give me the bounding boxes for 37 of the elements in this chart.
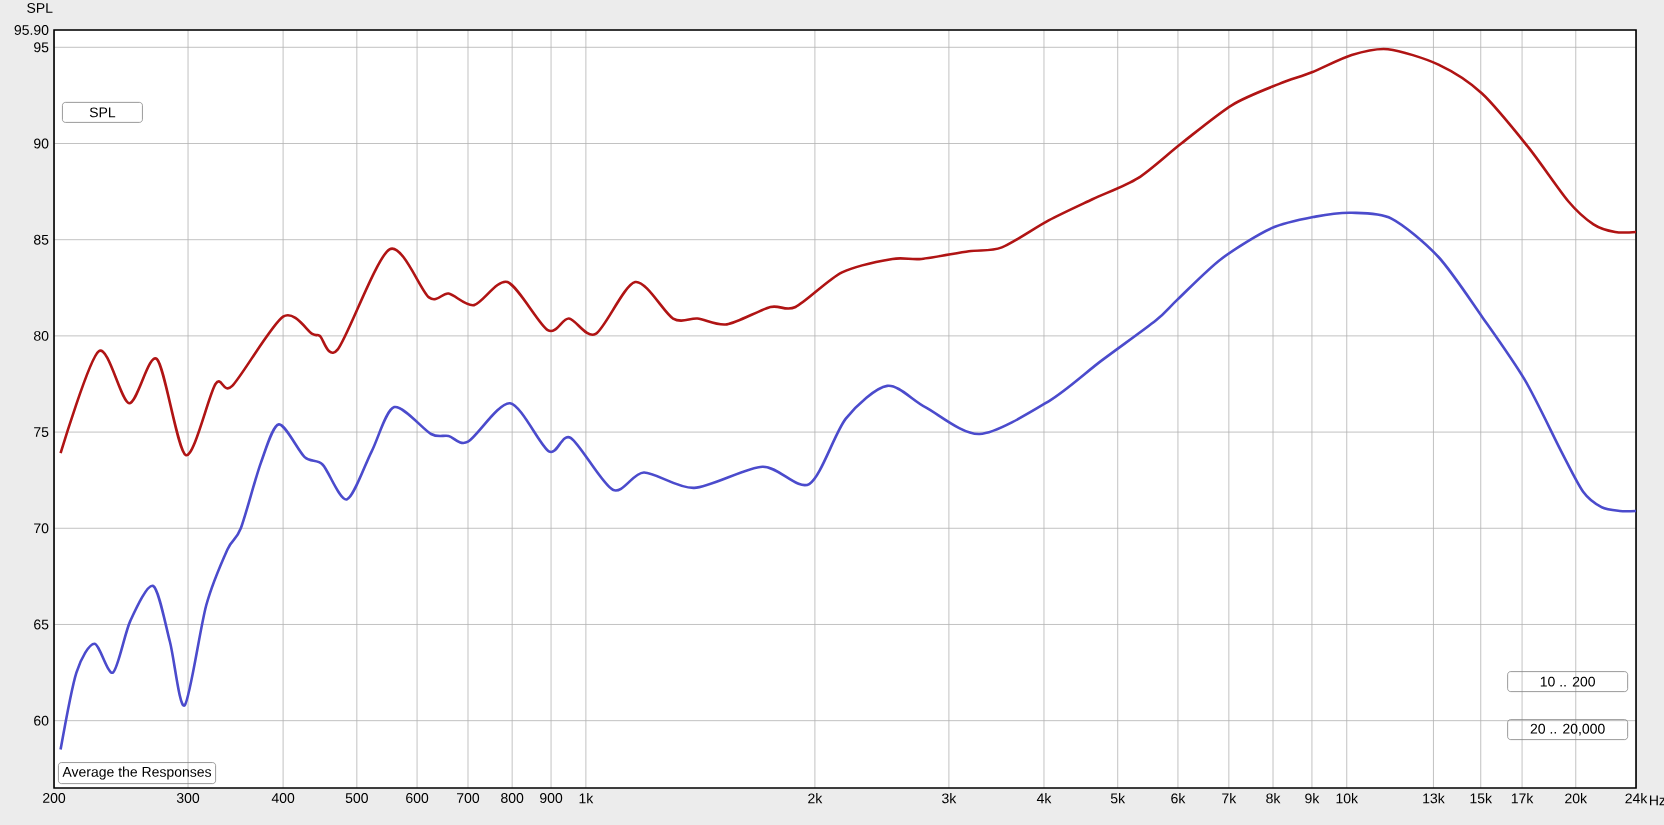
x-tick-label: 20k bbox=[1565, 793, 1588, 804]
x-tick-label: 200 bbox=[43, 793, 66, 803]
y-tick-label: 60 bbox=[34, 715, 49, 726]
y-tick-label: 95.90 bbox=[14, 25, 49, 35]
annotation: 20 .. 20,000 bbox=[1530, 723, 1605, 736]
x-tick-label: 3k bbox=[942, 793, 957, 804]
x-tick-label: 600 bbox=[406, 793, 429, 803]
annotation: Average the Responses bbox=[62, 766, 212, 780]
x-tick-label: 900 bbox=[540, 793, 563, 803]
x-tick-label: 8k bbox=[1266, 793, 1281, 804]
x-tick-label: 10k bbox=[1336, 793, 1359, 804]
y-tick-label: 95 bbox=[34, 42, 49, 53]
y-axis-title: SPL bbox=[27, 3, 53, 13]
x-tick-label: 700 bbox=[457, 793, 480, 803]
x-tick-label: 2k bbox=[808, 793, 823, 804]
x-tick-label: 800 bbox=[501, 793, 524, 803]
y-tick-label: 85 bbox=[33, 234, 49, 245]
x-tick-label: 7k bbox=[1222, 793, 1237, 804]
x-tick-label: 24k bbox=[1625, 793, 1648, 804]
x-tick-label: 500 bbox=[345, 793, 368, 803]
x-tick-label: 13k bbox=[1423, 793, 1445, 804]
x-tick-label: 300 bbox=[176, 793, 200, 803]
y-tick-label: 80 bbox=[33, 330, 49, 341]
x-tick-label: 9k bbox=[1305, 793, 1320, 804]
x-tick-label: 17k bbox=[1511, 793, 1534, 804]
y-tick-label: 70 bbox=[34, 523, 49, 534]
annotation: SPL bbox=[89, 107, 116, 118]
x-tick-label: 400 bbox=[271, 793, 295, 803]
annotation: 10 .. 200 bbox=[1540, 676, 1595, 687]
y-tick-label: 90 bbox=[34, 138, 49, 149]
y-tick-label: 75 bbox=[34, 427, 49, 437]
x-tick-label: 1k bbox=[579, 793, 594, 804]
x-tick-label: 5k bbox=[1110, 793, 1126, 804]
x-tick-label: 15k bbox=[1470, 793, 1493, 804]
x-tick-label: 6k bbox=[1171, 793, 1186, 804]
x-tick-label: 4k bbox=[1036, 793, 1052, 804]
y-tick-label: 65 bbox=[34, 619, 49, 630]
